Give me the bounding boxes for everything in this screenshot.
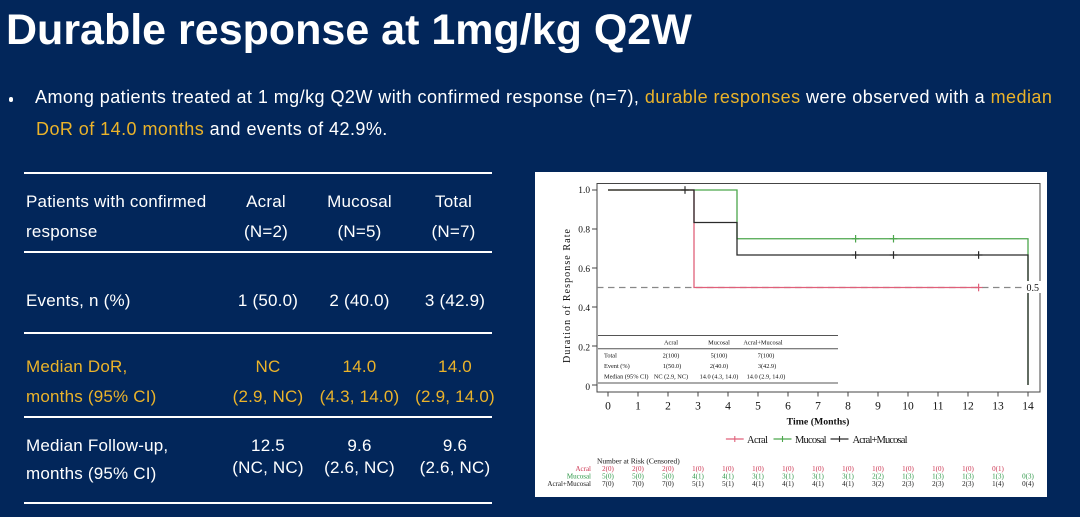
svg-text:1(3): 1(3) xyxy=(902,473,914,481)
svg-text:3(2): 3(2) xyxy=(872,480,884,488)
svg-text:NC (2.9, NC): NC (2.9, NC) xyxy=(654,374,688,381)
svg-text:Event (%): Event (%) xyxy=(604,363,630,370)
svg-text:10: 10 xyxy=(902,401,914,413)
svg-text:6: 6 xyxy=(785,401,791,413)
svg-text:2(3): 2(3) xyxy=(932,480,944,488)
svg-text:0.6: 0.6 xyxy=(578,265,590,275)
svg-text:3(1): 3(1) xyxy=(782,473,794,481)
svg-text:2(3): 2(3) xyxy=(902,480,914,488)
svg-text:4(1): 4(1) xyxy=(812,480,824,488)
svg-text:2(100): 2(100) xyxy=(663,353,680,360)
svg-text:Total: Total xyxy=(604,353,617,360)
svg-text:Acral+Mucosal: Acral+Mucosal xyxy=(743,340,782,347)
svg-text:1(0): 1(0) xyxy=(752,465,764,473)
svg-text:7(0): 7(0) xyxy=(662,480,674,488)
svg-text:7(0): 7(0) xyxy=(602,480,614,488)
svg-text:2(0): 2(0) xyxy=(662,465,674,473)
svg-text:1(0): 1(0) xyxy=(782,465,794,473)
svg-text:5(0): 5(0) xyxy=(662,473,674,481)
svg-text:Acral+Mucosal: Acral+Mucosal xyxy=(853,435,908,446)
svg-text:1(0): 1(0) xyxy=(812,465,824,473)
svg-text:2: 2 xyxy=(665,401,671,413)
svg-text:3(1): 3(1) xyxy=(812,473,824,481)
svg-text:3(1): 3(1) xyxy=(842,473,854,481)
svg-text:4(1): 4(1) xyxy=(782,480,794,488)
svg-text:Mucosal: Mucosal xyxy=(708,340,730,347)
svg-text:2(0): 2(0) xyxy=(632,465,644,473)
svg-text:0.5: 0.5 xyxy=(1027,283,1040,294)
svg-text:5(0): 5(0) xyxy=(632,473,644,481)
svg-text:2(40.0): 2(40.0) xyxy=(710,363,728,370)
svg-text:Acral: Acral xyxy=(747,435,768,446)
svg-text:1(0): 1(0) xyxy=(872,465,884,473)
svg-text:1(3): 1(3) xyxy=(932,473,944,481)
svg-text:1(0): 1(0) xyxy=(902,465,914,473)
svg-text:2(2): 2(2) xyxy=(872,473,884,481)
svg-text:0.8: 0.8 xyxy=(578,225,590,235)
svg-text:5(0): 5(0) xyxy=(602,473,614,481)
svg-text:14.0 (4.3, 14.0): 14.0 (4.3, 14.0) xyxy=(700,374,739,381)
svg-text:11: 11 xyxy=(932,401,943,413)
svg-text:1(0): 1(0) xyxy=(722,465,734,473)
svg-text:Time (Months): Time (Months) xyxy=(787,417,850,428)
svg-text:4(1): 4(1) xyxy=(722,473,734,481)
svg-text:Acral: Acral xyxy=(664,340,678,347)
svg-text:3: 3 xyxy=(695,401,701,413)
svg-text:5(1): 5(1) xyxy=(722,480,734,488)
svg-text:13: 13 xyxy=(992,401,1004,413)
svg-text:8: 8 xyxy=(845,401,851,413)
svg-text:Acral+Mucosal: Acral+Mucosal xyxy=(547,480,591,488)
svg-text:0.2: 0.2 xyxy=(578,344,590,354)
svg-text:1(4): 1(4) xyxy=(992,480,1004,488)
svg-text:1(50.0): 1(50.0) xyxy=(663,363,681,370)
svg-text:9: 9 xyxy=(875,401,881,413)
svg-text:0(3): 0(3) xyxy=(1022,473,1034,481)
svg-text:1(0): 1(0) xyxy=(692,465,704,473)
svg-text:2(3): 2(3) xyxy=(962,480,974,488)
svg-text:3(42.9): 3(42.9) xyxy=(758,363,776,370)
svg-text:4(1): 4(1) xyxy=(842,480,854,488)
svg-text:4: 4 xyxy=(725,401,731,413)
svg-text:14: 14 xyxy=(1022,401,1034,413)
svg-text:Acral: Acral xyxy=(575,465,591,473)
svg-text:1(0): 1(0) xyxy=(932,465,944,473)
svg-text:1.0: 1.0 xyxy=(578,186,590,196)
svg-text:14.0 (2.9, 14.0): 14.0 (2.9, 14.0) xyxy=(747,374,786,381)
svg-text:0(1): 0(1) xyxy=(992,465,1004,473)
svg-text:2(0): 2(0) xyxy=(602,465,614,473)
svg-text:1(3): 1(3) xyxy=(992,473,1004,481)
svg-text:7(0): 7(0) xyxy=(632,480,644,488)
svg-text:5: 5 xyxy=(755,401,761,413)
svg-text:4(1): 4(1) xyxy=(692,473,704,481)
svg-text:12: 12 xyxy=(962,401,974,413)
svg-text:Number at Risk (Censored): Number at Risk (Censored) xyxy=(597,457,680,466)
svg-text:7: 7 xyxy=(815,401,821,413)
svg-text:1(0): 1(0) xyxy=(962,465,974,473)
svg-text:Median (95% CI): Median (95% CI) xyxy=(604,374,648,381)
svg-text:1(0): 1(0) xyxy=(842,465,854,473)
svg-text:Duration of Response Rate: Duration of Response Rate xyxy=(562,228,573,363)
svg-text:7(100): 7(100) xyxy=(758,353,775,360)
svg-text:1: 1 xyxy=(635,401,641,413)
svg-text:Mucosal: Mucosal xyxy=(567,473,591,481)
svg-text:0.4: 0.4 xyxy=(578,304,590,314)
svg-text:0: 0 xyxy=(585,383,590,393)
svg-text:4(1): 4(1) xyxy=(752,480,764,488)
svg-text:0: 0 xyxy=(605,401,611,413)
svg-text:Mucosal: Mucosal xyxy=(795,435,827,446)
svg-text:5(100): 5(100) xyxy=(711,353,728,360)
svg-text:0(4): 0(4) xyxy=(1022,480,1034,488)
svg-text:1(3): 1(3) xyxy=(962,473,974,481)
svg-text:3(1): 3(1) xyxy=(752,473,764,481)
svg-text:5(1): 5(1) xyxy=(692,480,704,488)
